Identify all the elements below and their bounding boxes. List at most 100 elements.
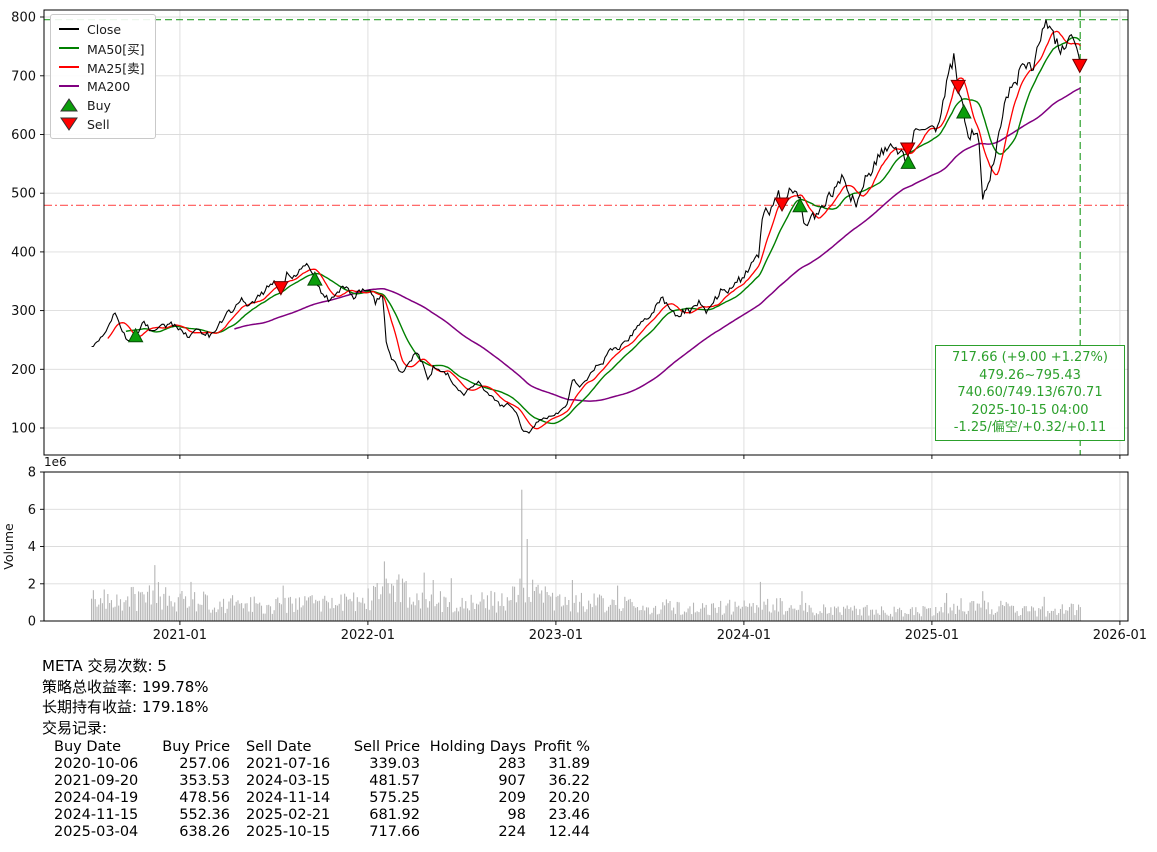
annotation-line: 2025-10-15 04:00 — [971, 402, 1089, 418]
sell-marker — [950, 79, 967, 95]
trade-table-header-cell: Sell Date — [246, 739, 312, 755]
volume-tick-label: 2 — [28, 577, 36, 592]
trade-table-header-cell: Sell Price — [353, 739, 420, 755]
annotation-line: 479.26~795.43 — [979, 367, 1081, 383]
trade-row: 2024-11-15 552.36 2025-02-21 681.92 98 23.46 — [42, 807, 590, 824]
trade-cell: 31.89 — [548, 756, 590, 772]
legend-item-buy: Buy — [58, 97, 145, 113]
volume-offset-label: 1e6 — [44, 455, 67, 469]
buy-marker — [956, 103, 972, 119]
volume-tick-label: 8 — [28, 466, 36, 481]
annotation-line: 717.66 (+9.00 +1.27%) — [952, 350, 1108, 365]
legend-line-swatch — [59, 28, 79, 30]
trade-cell: 209 — [498, 790, 526, 806]
stock-price-volume-chart: 2021-01 2022-01 2023-01 2024-01 2025-01 2026-… — [1, 9, 1147, 644]
legend-item-sell: Sell — [58, 116, 145, 132]
volume-tick-label: 0 — [28, 615, 36, 630]
trade-cell: 20.20 — [548, 790, 590, 806]
trade-table-header-cell: Holding Days — [429, 739, 526, 755]
trade-cell: 257.06 — [179, 756, 230, 772]
trade-cell: 575.25 — [369, 790, 420, 806]
trade-cell: 224 — [498, 824, 526, 840]
legend-line-swatch — [59, 47, 79, 49]
annotation-line: 740.60/749.13/670.71 — [957, 385, 1103, 401]
legend-item-ma25: MA25[卖] — [58, 59, 145, 76]
trade-cell: 36.22 — [548, 773, 590, 789]
buy-marker — [900, 154, 917, 169]
trade-cell: 552.36 — [179, 807, 230, 823]
trade-cell: 907 — [498, 773, 526, 789]
trade-row: 2025-03-04 638.26 2025-10-15 717.66 224 12.44 — [42, 824, 590, 841]
trade-cell: 2021-07-16 — [246, 756, 331, 772]
trade-table-header-row: Buy Date Buy Price Sell Date Sell Price Hold… — [42, 739, 590, 756]
price-tick-label: 800 — [11, 11, 36, 26]
axis-ticks-and-labels: 2021-01 2022-01 2023-01 2024-01 2025-01 2026-… — [1, 11, 1147, 644]
price-tick-label: 300 — [11, 304, 36, 319]
trade-cell: 638.26 — [179, 824, 230, 840]
trade-markers — [127, 58, 1088, 343]
x-tick-label: 2026-01 — [1093, 628, 1147, 643]
price-tick-label: 700 — [11, 69, 36, 84]
price-tick-label: 600 — [11, 128, 36, 143]
trade-records-label: 交易记录: — [42, 718, 108, 737]
trade-cell: 353.53 — [179, 773, 230, 789]
x-tick-label: 2025-01 — [905, 628, 959, 643]
legend-label: Sell — [87, 116, 110, 132]
sell-triangle-icon — [60, 117, 78, 131]
legend-label: MA25[卖] — [87, 60, 145, 76]
trade-cell: 23.46 — [548, 807, 590, 823]
trade-row: 2020-10-06 257.06 2021-07-16 339.03 283 31.89 — [42, 756, 590, 773]
buy-marker — [307, 271, 323, 286]
ma25-line — [107, 30, 1081, 430]
trade-cell: 481.57 — [369, 773, 420, 789]
legend-item-close: Close — [58, 21, 145, 37]
strategy-summary: META 交易次数: 5 策略总收益率: 199.78% 长期持有收益: 179… — [42, 656, 590, 841]
trade-cell: 2020-10-06 — [54, 756, 139, 772]
trade-cell: 717.66 — [369, 824, 420, 840]
x-tick-label: 2021-01 — [153, 628, 207, 643]
buy-marker — [792, 197, 808, 213]
trade-row: 2021-09-20 353.53 2024-03-15 481.57 907 36.22 — [42, 773, 590, 790]
sell-marker — [1071, 58, 1088, 74]
volume-tick-label: 6 — [28, 503, 36, 518]
volume-bars — [91, 489, 1081, 621]
price-tick-label: 500 — [11, 187, 36, 202]
chart-legend: Close MA50[买] MA25[卖] MA200 Buy Sell — [50, 14, 156, 139]
trade-row: 2024-04-19 478.56 2024-11-14 575.25 209 20.20 — [42, 790, 590, 807]
trade-cell: 98 — [507, 807, 526, 823]
legend-label: Close — [87, 21, 122, 37]
price-tick-label: 400 — [11, 245, 36, 260]
legend-label: MA200 — [87, 78, 131, 94]
trade-cell: 2024-11-15 — [54, 807, 139, 823]
legend-label: MA50[买] — [87, 41, 145, 57]
legend-item-ma50: MA50[买] — [58, 40, 145, 57]
legend-line-swatch — [59, 85, 79, 87]
trade-cell: 283 — [498, 756, 526, 772]
buy-hold-return-line: 长期持有收益: 179.18% — [42, 698, 209, 716]
trade-cell: 2021-09-20 — [54, 773, 139, 789]
legend-label: Buy — [87, 97, 111, 113]
ma50-line — [125, 36, 1081, 425]
ma200-line — [234, 87, 1081, 402]
price-tick-label: 200 — [11, 363, 36, 378]
sell-marker — [774, 197, 790, 213]
trade-cell: 2025-10-15 — [246, 824, 331, 840]
trade-cell: 2025-02-21 — [246, 807, 331, 823]
quote-annotation-box: 717.66 (+9.00 +1.27%) 479.26~795.43 740.60… — [935, 345, 1125, 441]
sell-marker — [899, 142, 916, 158]
close-line — [91, 19, 1081, 434]
trade-cell: 339.03 — [369, 756, 420, 772]
trade-cell: 681.92 — [369, 807, 420, 823]
trade-cell: 2024-11-14 — [246, 790, 331, 806]
trade-cell: 2024-03-15 — [246, 773, 331, 789]
legend-item-ma200: MA200 — [58, 78, 145, 94]
price-tick-label: 100 — [11, 422, 36, 437]
volume-tick-label: 4 — [28, 540, 36, 555]
trade-cell: 478.56 — [179, 790, 230, 806]
trade-table-header-cell: Buy Price — [162, 739, 230, 755]
trade-cell: 12.44 — [548, 824, 590, 840]
trade-cell: 2025-03-04 — [54, 824, 139, 840]
volume-axis-title: Volume — [1, 523, 16, 570]
sell-marker — [273, 281, 289, 296]
